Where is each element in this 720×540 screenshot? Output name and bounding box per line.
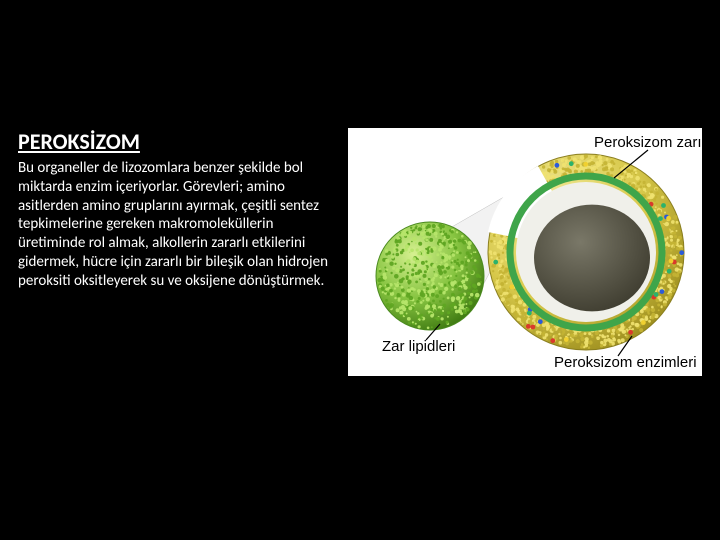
label-lipids: Zar lipidleri [382,338,455,355]
label-membrane: Peroksizom zarı [594,134,702,151]
title: PEROKSİZOM [18,128,340,155]
label-enzymes: Peroksizom enzimleri [554,354,697,371]
peroxisome-diagram: Peroksizom zarı Zar lipidleri Peroksizom… [348,128,702,376]
body-text: Bu organeller de lizozomlara benzer şeki… [18,159,340,290]
text-block: PEROKSİZOM Bu organeller de lizozomlara … [18,128,340,290]
